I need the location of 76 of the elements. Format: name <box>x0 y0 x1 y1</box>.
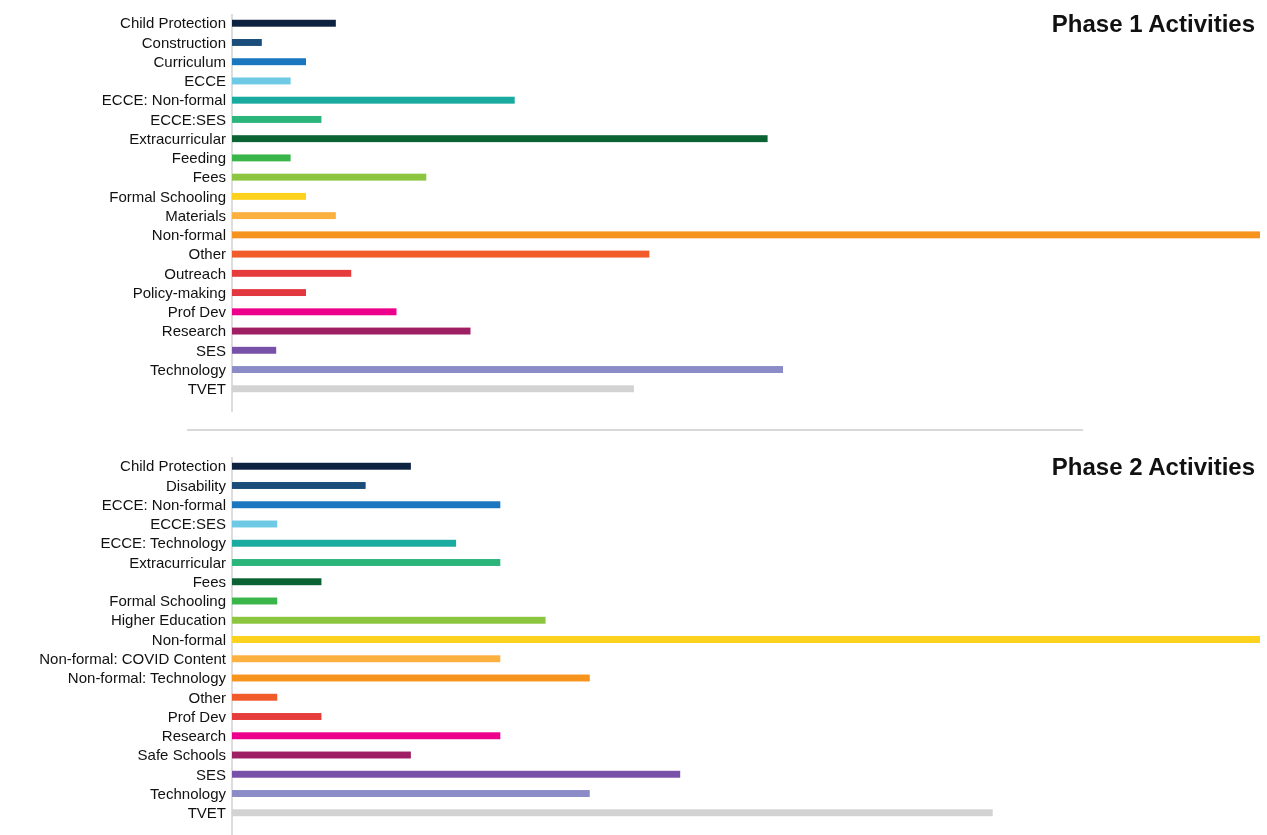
bar <box>232 385 634 393</box>
y-tick-label: Formal Schooling <box>109 592 226 610</box>
y-tick-label: ECCE:SES <box>150 110 226 128</box>
y-tick-label: ECCE: Non-formal <box>101 91 226 109</box>
bar <box>232 96 515 104</box>
bar <box>232 39 262 46</box>
bar <box>232 19 336 27</box>
bar <box>232 77 291 85</box>
chart-title: Phase 1 Activities <box>1051 10 1255 37</box>
y-tick-label: Curriculum <box>153 52 226 70</box>
y-tick-label: Feeding <box>171 149 226 167</box>
bar <box>232 250 650 258</box>
bar <box>232 732 501 740</box>
y-tick-label: Higher Education <box>110 611 226 629</box>
bar <box>232 192 307 200</box>
bar <box>232 154 291 162</box>
y-tick-label: ECCE: Non-formal <box>101 495 226 513</box>
bar <box>232 173 427 181</box>
y-tick-label: Disability <box>165 476 227 494</box>
y-tick-label: Research <box>161 322 226 340</box>
bar <box>232 327 471 335</box>
y-tick-label: Policy-making <box>132 283 226 301</box>
bar <box>232 482 366 489</box>
bar <box>232 790 590 797</box>
y-tick-label: Non-formal: COVID Content <box>39 650 227 667</box>
y-tick-label: Child Protection <box>120 457 226 475</box>
y-tick-label: ECCE: Technology <box>100 534 227 552</box>
bar <box>232 269 352 277</box>
bar <box>232 501 501 509</box>
bar <box>232 616 546 624</box>
y-tick-label: SES <box>195 341 226 359</box>
y-tick-label: Fees <box>192 168 226 186</box>
y-tick-label: Child Protection <box>120 14 226 32</box>
y-tick-label: ECCE:SES <box>150 515 226 533</box>
bar <box>232 115 322 123</box>
bar <box>232 58 307 66</box>
y-tick-label: Prof Dev <box>167 707 227 725</box>
y-tick-label: TVET <box>187 804 226 822</box>
bar <box>232 135 768 143</box>
bar <box>232 809 993 817</box>
bar <box>232 212 336 220</box>
chart-title: Phase 2 Activities <box>1051 453 1255 480</box>
y-tick-label: Research <box>161 727 226 745</box>
bar <box>232 636 1260 643</box>
bar <box>232 462 411 470</box>
bar <box>232 578 322 586</box>
y-tick-label: Other <box>188 688 226 706</box>
y-tick-label: SES <box>195 765 226 783</box>
bar <box>232 289 307 297</box>
y-tick-label: Non-formal <box>151 226 226 244</box>
y-tick-label: ECCE <box>184 72 226 90</box>
bar <box>232 559 501 566</box>
y-tick-label: Non-formal: Technology <box>67 669 227 687</box>
y-tick-label: Other <box>188 245 226 263</box>
y-tick-label: Safe Schools <box>137 746 226 764</box>
bar <box>232 308 397 316</box>
y-tick-label: TVET <box>187 380 226 398</box>
bar <box>232 231 1260 239</box>
y-tick-label: Fees <box>192 573 226 590</box>
y-tick-label: Construction <box>141 33 226 51</box>
y-tick-label: Technology <box>150 360 227 378</box>
bar <box>232 539 457 547</box>
y-tick-label: Technology <box>150 784 227 802</box>
y-tick-label: Non-formal <box>151 630 226 648</box>
bar <box>232 713 322 720</box>
bar <box>232 366 784 373</box>
y-tick-label: Extracurricular <box>129 553 226 571</box>
y-tick-label: Outreach <box>164 264 226 282</box>
y-tick-label: Formal Schooling <box>109 187 226 205</box>
y-tick-label: Extracurricular <box>129 129 226 147</box>
y-tick-label: Prof Dev <box>167 303 227 321</box>
bar <box>232 770 681 778</box>
bar <box>232 346 277 354</box>
bar <box>232 693 278 701</box>
y-tick-label: Materials <box>165 206 226 224</box>
bar <box>232 655 501 663</box>
